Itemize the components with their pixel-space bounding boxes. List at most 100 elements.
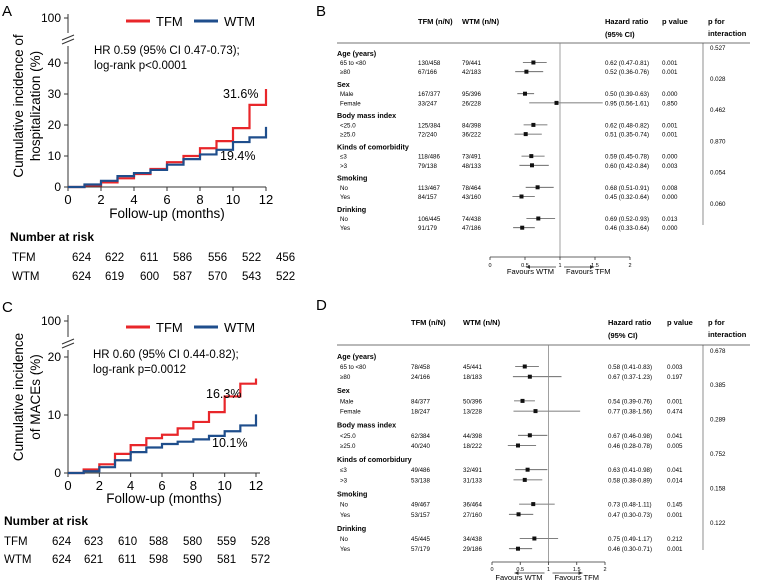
hr-point (520, 398, 525, 403)
panel-letter: A (2, 3, 12, 20)
risk-value: 621 (84, 554, 103, 566)
row-tfm-count: 113/467 (418, 185, 440, 192)
row-label: ≤3 (340, 467, 347, 474)
favours-tfm-label: Favours TFM (566, 267, 610, 276)
subgroup-name: Body mass index (337, 421, 396, 430)
favours-tfm-label: Favours TFM (555, 573, 599, 582)
hr-point (529, 154, 534, 159)
y-tick-label-top: 100 (41, 11, 61, 25)
row-hazard-ratio: 0.58 (0.38-0.89) (608, 477, 652, 484)
hr-point (525, 467, 530, 472)
risk-value: 588 (149, 536, 168, 548)
column-header-pint-2: interaction (708, 29, 747, 38)
hr-point (523, 91, 527, 96)
p-interaction: 0.028 (710, 76, 726, 83)
forest-plot: 0 0.5 1 1.5 2 Favours WTM Favours TFM (488, 43, 632, 276)
hr-point (522, 364, 527, 369)
row-label: No (340, 216, 348, 223)
hazard-ratio-text: HR 0.60 (95% CI 0.44-0.82); (93, 349, 239, 361)
row-hazard-ratio: 0.52 (0.36-0.76) (605, 69, 649, 76)
p-interaction: 0.752 (710, 451, 726, 458)
row-label: >3 (340, 477, 348, 484)
row-p-value: 0.197 (667, 374, 683, 381)
forest-x-tick-label: 0.5 (516, 567, 524, 573)
end-label-tfm: 31.6% (223, 87, 258, 101)
risk-value: 624 (72, 271, 92, 283)
forest-plot: 0 0.5 1 1.5 2 Favours WTM Favours TFM (490, 345, 607, 582)
row-tfm-count: 33/247 (418, 100, 437, 107)
row-p-value: 0.013 (662, 216, 678, 223)
y-tick-label: 40 (48, 56, 62, 70)
row-label: No (340, 185, 348, 192)
y-tick-label: 0 (54, 466, 61, 480)
risk-value: 624 (72, 252, 92, 264)
row-tfm-count: 53/157 (411, 512, 430, 519)
column-header-tfm: TFM (n/N) (418, 17, 453, 26)
row-label: Yes (340, 546, 350, 553)
x-axis-label: Follow-up (months) (106, 491, 222, 506)
row-hazard-ratio: 0.67 (0.37-1.23) (608, 374, 652, 381)
y-axis-label-line1: Cumulative incidence of (11, 34, 26, 178)
row-p-value: 0.001 (667, 546, 683, 553)
y-ticks: 0 10 20 30 40 (48, 56, 68, 194)
risk-value: 587 (173, 271, 192, 283)
row-wtm-count: 18/222 (463, 443, 482, 450)
hr-point (536, 216, 541, 221)
row-label: ≥25.0 (340, 443, 356, 450)
row-hazard-ratio: 0.50 (0.39-0.63) (605, 91, 649, 98)
row-tfm-count: 84/377 (411, 398, 430, 405)
risk-value: 522 (276, 271, 295, 283)
p-interaction: 0.870 (710, 138, 726, 145)
risk-value: 543 (242, 271, 261, 283)
row-label: ≥80 (340, 69, 351, 76)
row-wtm-count: 29/186 (463, 546, 482, 553)
hr-point (554, 100, 559, 105)
forest-x-tick-label: 1.5 (591, 263, 599, 269)
p-interaction: 0.289 (710, 417, 726, 424)
forest-x-tick-label: 1 (547, 567, 550, 573)
row-p-value: 0.008 (662, 185, 678, 192)
row-p-value: 0.000 (662, 194, 678, 201)
x-tick-label: 4 (130, 192, 137, 207)
row-p-value: 0.001 (662, 132, 678, 139)
panel-letter: B (316, 3, 326, 20)
forest-rows: Age (years) 0.678 65 to <80 78/458 45/441 0.5… (337, 348, 726, 553)
forest-x-tick-label: 1.5 (573, 567, 581, 573)
row-p-value: 0.001 (662, 122, 678, 129)
km-curve-wtm (68, 414, 258, 475)
favours-left-arrowhead (526, 265, 530, 269)
risk-value: 598 (149, 554, 168, 566)
row-wtm-count: 36/464 (463, 502, 482, 509)
p-interaction: 0.060 (710, 201, 726, 208)
row-tfm-count: 45/445 (411, 536, 430, 543)
row-label: Male (340, 398, 354, 405)
row-wtm-count: 27/160 (463, 512, 482, 519)
row-hazard-ratio: 0.77 (0.38-1.56) (608, 409, 652, 416)
row-hazard-ratio: 0.47 (0.30-0.73) (608, 512, 652, 519)
panel-c: C Cumulative incidence of MACEs (%) 100 … (2, 299, 270, 566)
row-hazard-ratio: 0.46 (0.33-0.64) (605, 225, 649, 232)
x-tick-label: 6 (158, 478, 165, 493)
row-wtm-count: 44/398 (463, 433, 482, 440)
panel-letter: C (2, 299, 13, 316)
subgroup-name: Smoking (337, 489, 367, 498)
row-tfm-count: 106/445 (418, 216, 441, 223)
panel-a: A Cumulative incidence of hospitalizatio… (2, 3, 295, 283)
row-hazard-ratio: 0.69 (0.52-0.93) (605, 216, 649, 223)
x-tick-label: 10 (217, 478, 231, 493)
row-label: Female (340, 100, 361, 107)
axis-break-mark (61, 338, 75, 345)
row-tfm-count: 91/179 (418, 225, 437, 232)
row-wtm-count: 31/133 (463, 477, 482, 484)
hr-point (527, 433, 532, 438)
row-label: No (340, 502, 348, 509)
km-curves (68, 378, 258, 475)
y-tick-label: 10 (48, 149, 62, 163)
row-p-value: 0.212 (667, 536, 683, 543)
row-p-value: 0.005 (667, 443, 683, 450)
y-axis-label-line2: hospitalization (%) (28, 51, 43, 161)
row-wtm-count: 47/186 (462, 225, 481, 232)
row-wtm-count: 74/438 (462, 216, 481, 223)
column-header-hr: Hazard ratio (608, 318, 652, 327)
row-p-value: 0.001 (662, 60, 678, 67)
